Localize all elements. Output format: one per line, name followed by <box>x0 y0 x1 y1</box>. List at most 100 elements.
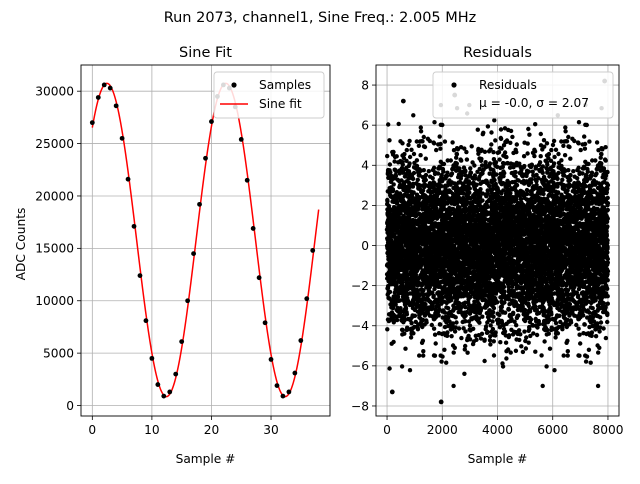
residuals-title: Residuals <box>463 45 532 61</box>
residual-point <box>465 351 469 355</box>
sample-point <box>245 178 250 183</box>
residual-point <box>468 337 472 341</box>
sample-point <box>281 394 286 399</box>
residual-point <box>411 177 415 181</box>
sample-point <box>286 390 291 395</box>
residual-point <box>492 306 496 310</box>
residual-point <box>386 122 390 126</box>
residual-point <box>488 342 492 346</box>
residual-point <box>400 141 404 145</box>
residual-point <box>401 162 405 166</box>
residual-point <box>489 130 493 134</box>
residual-point <box>423 145 427 149</box>
residual-point <box>422 135 426 139</box>
residual-point <box>508 141 512 145</box>
residual-point <box>503 311 507 315</box>
residual-point <box>432 166 436 170</box>
residual-point <box>453 346 457 350</box>
sample-point <box>155 382 160 387</box>
residual-point <box>451 384 455 388</box>
residual-point <box>483 160 487 164</box>
sample-point <box>149 356 154 361</box>
legend-sine-fit-label: Sine fit <box>259 97 302 111</box>
sample-point <box>108 86 113 91</box>
residual-point <box>388 290 392 294</box>
residual-point <box>472 163 476 167</box>
residual-point <box>518 332 522 336</box>
residual-point <box>427 169 431 173</box>
residual-point <box>440 354 444 358</box>
residual-point <box>409 321 413 325</box>
residual-point <box>385 199 389 203</box>
sample-point <box>185 298 190 303</box>
residual-point <box>419 125 423 129</box>
residual-point <box>454 320 458 324</box>
residual-point <box>433 354 437 358</box>
residual-point <box>431 176 435 180</box>
residual-point <box>411 113 415 117</box>
residual-point <box>449 158 453 162</box>
residual-point <box>449 334 453 338</box>
residual-point <box>432 120 436 124</box>
residual-point <box>407 161 411 165</box>
residual-point <box>424 178 428 182</box>
residual-point <box>497 157 501 161</box>
residual-point <box>402 332 406 336</box>
sample-point <box>96 95 101 100</box>
residual-point <box>488 338 492 342</box>
residual-point <box>471 327 475 331</box>
residual-point <box>504 356 508 360</box>
residual-point <box>385 327 389 331</box>
residual-point <box>469 171 473 175</box>
residual-point <box>454 315 458 319</box>
residual-point <box>452 350 456 354</box>
residual-point <box>468 166 472 170</box>
residual-point <box>503 329 507 333</box>
sample-point <box>102 83 107 88</box>
sine-fit-ytick-label: 20000 <box>35 189 74 203</box>
sample-point <box>114 103 119 108</box>
sine-fit-xtick-label: 20 <box>204 423 220 437</box>
residual-point <box>503 150 507 154</box>
sample-point <box>90 120 95 125</box>
residual-point <box>468 186 472 190</box>
residual-point <box>514 323 518 327</box>
residual-point <box>412 171 416 175</box>
residual-point <box>515 183 519 187</box>
residual-point <box>491 315 495 319</box>
residual-point <box>480 198 484 202</box>
residual-point <box>391 340 395 344</box>
sample-point <box>161 394 166 399</box>
residual-point <box>459 336 463 340</box>
residual-point <box>476 128 480 132</box>
sample-point <box>310 248 315 253</box>
legend-samples-marker <box>231 82 236 87</box>
residual-point <box>497 150 501 154</box>
residual-point <box>479 157 483 161</box>
sample-point <box>209 119 214 124</box>
residual-point <box>394 174 398 178</box>
residual-point <box>437 313 441 317</box>
residual-point <box>395 318 399 322</box>
residual-point <box>514 150 518 154</box>
residual-point <box>517 338 521 342</box>
sample-point <box>239 137 244 142</box>
residual-point <box>494 172 498 176</box>
residual-point <box>438 134 442 138</box>
residual-point <box>421 353 425 357</box>
residual-point <box>515 142 519 146</box>
residual-point <box>407 139 411 143</box>
residual-point <box>444 361 448 365</box>
residual-point <box>441 170 445 174</box>
residual-point <box>510 135 514 139</box>
sine-fit-xtick-label: 10 <box>144 423 160 437</box>
sine-fit-ylabel: ADC Counts <box>14 208 28 281</box>
residual-point <box>513 170 517 174</box>
residual-point <box>439 184 443 188</box>
residual-point <box>465 157 469 161</box>
residual-point <box>468 323 472 327</box>
sine-fit-xtick-label: 0 <box>88 423 96 437</box>
residual-point <box>433 333 437 337</box>
residual-point <box>395 154 399 158</box>
sample-point <box>298 338 303 343</box>
